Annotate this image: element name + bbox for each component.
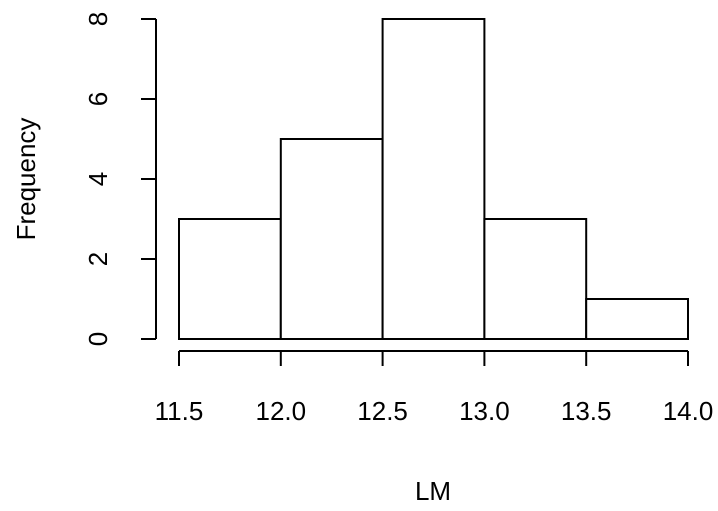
- y-axis: 0 2 4 6 8: [83, 12, 157, 346]
- x-tick-label-3: 12.5: [357, 396, 408, 426]
- x-axis: 11.5 12.0 12.5 13.0 13.5 14.0: [155, 350, 714, 426]
- y-tick-label-5: 8: [83, 12, 113, 26]
- y-tick-label-2: 2: [83, 252, 113, 266]
- histogram-bar-1: [178, 218, 282, 340]
- x-tick-label-4: 13.0: [459, 396, 510, 426]
- y-tick-label-4: 6: [83, 92, 113, 106]
- histogram-bar-3: [381, 18, 486, 340]
- histogram-bar-2: [279, 138, 384, 340]
- x-tick-label-6: 14.0: [663, 396, 714, 426]
- y-axis-label: Frequency: [11, 118, 41, 241]
- histogram-bar-5: [585, 298, 690, 340]
- x-axis-label: LM: [415, 476, 451, 506]
- x-tick-label-1: 11.5: [155, 396, 204, 426]
- x-tick-label-5: 13.5: [561, 396, 612, 426]
- x-tick-label-2: 12.0: [255, 396, 306, 426]
- y-tick-label-3: 4: [83, 172, 113, 186]
- histogram-bar-4: [483, 218, 588, 340]
- bars-layer: [178, 18, 690, 340]
- y-tick-label-1: 0: [83, 332, 113, 346]
